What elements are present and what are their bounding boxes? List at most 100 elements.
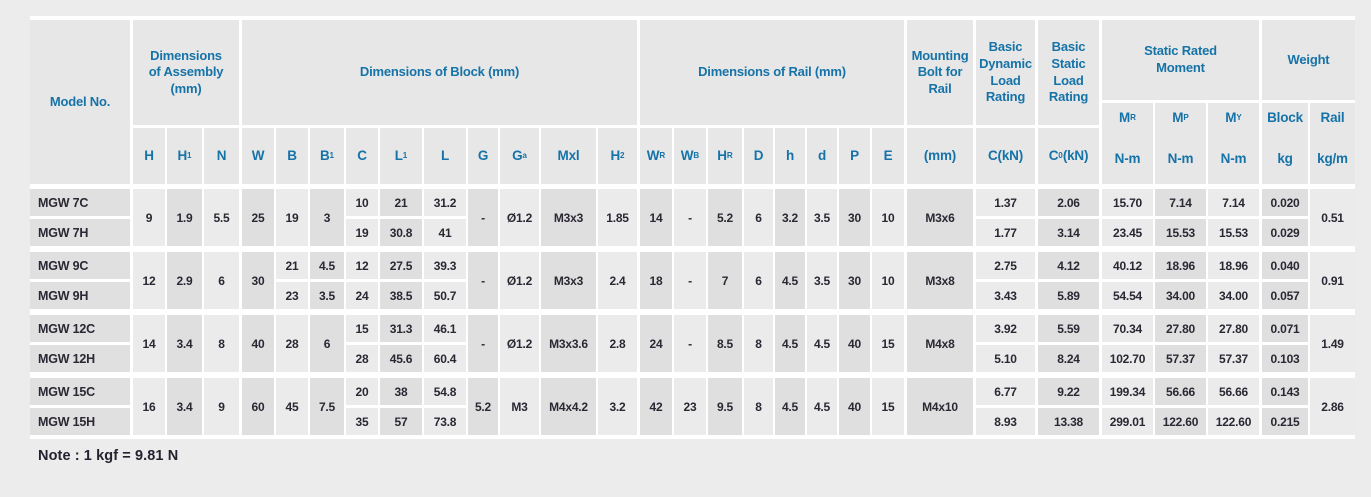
cell-mgw-9-n: 6 bbox=[204, 252, 239, 309]
cell-mgw-7c-l1: 21 bbox=[380, 189, 422, 216]
cell-mgw-7c-my: 7.14 bbox=[1208, 189, 1259, 216]
cell-mgw-12c-mp: 27.80 bbox=[1155, 315, 1206, 342]
cell-mgw-9c-mp: 18.96 bbox=[1155, 252, 1206, 279]
cell-mgw-7c-mp: 7.14 bbox=[1155, 189, 1206, 216]
cell-mgw-9h-my: 34.00 bbox=[1208, 282, 1259, 309]
cell-mgw-12-ga: Ø1.2 bbox=[500, 315, 539, 372]
cell-mgw-9c-my: 18.96 bbox=[1208, 252, 1259, 279]
cell-mgw-9h-mr: 54.54 bbox=[1102, 282, 1153, 309]
cell-mgw-7h-c0: 3.14 bbox=[1038, 219, 1099, 246]
header-col-mxl: Mxl bbox=[541, 128, 596, 184]
header-col-e: E bbox=[872, 128, 904, 184]
cell-mgw-12h-my: 57.37 bbox=[1208, 345, 1259, 372]
cell-mgw-15c-block: 0.143 bbox=[1262, 378, 1308, 405]
cell-mgw-7h-c: 19 bbox=[346, 219, 378, 246]
cell-mgw-7-g: - bbox=[468, 189, 498, 246]
header-col-cdyn: C(kN) bbox=[976, 128, 1035, 184]
header-col-my: M Y N-m bbox=[1208, 103, 1259, 184]
cell-mgw-7-h2: 1.85 bbox=[598, 189, 637, 246]
cell-mgw-9-ga: Ø1.2 bbox=[500, 252, 539, 309]
cell-mgw-9c-c0: 4.12 bbox=[1038, 252, 1099, 279]
cell-mgw-15c-mr: 199.34 bbox=[1102, 378, 1153, 405]
cell-mgw-9h-block: 0.057 bbox=[1262, 282, 1308, 309]
cell-mgw-9-d: 3.5 bbox=[807, 252, 837, 309]
cell-mgw-15h-c: 35 bbox=[346, 408, 378, 435]
cell-mgw-12h-block: 0.103 bbox=[1262, 345, 1308, 372]
cell-mgw-9c-model: MGW 9C bbox=[30, 252, 130, 279]
cell-mgw-15h-c0: 13.38 bbox=[1038, 408, 1099, 435]
cell-mgw-15-rail: 2.86 bbox=[1310, 378, 1355, 435]
header-col-block: Block kg bbox=[1262, 103, 1308, 184]
cell-mgw-9-p: 30 bbox=[839, 252, 870, 309]
cell-mgw-15-d: 8 bbox=[744, 378, 773, 435]
header-col-g: G bbox=[468, 128, 498, 184]
cell-mgw-7-rail: 0.51 bbox=[1310, 189, 1355, 246]
cell-mgw-7h-block: 0.029 bbox=[1262, 219, 1308, 246]
cell-mgw-9h-l: 50.7 bbox=[424, 282, 466, 309]
cell-mgw-9-e: 10 bbox=[872, 252, 904, 309]
header-col-h: H bbox=[133, 128, 165, 184]
cell-mgw-9h-model: MGW 9H bbox=[30, 282, 130, 309]
cell-mgw-15c-cdyn: 6.77 bbox=[976, 378, 1035, 405]
cell-mgw-9-rail: 0.91 bbox=[1310, 252, 1355, 309]
header-col-c: C bbox=[346, 128, 378, 184]
cell-mgw-12-wr: 24 bbox=[640, 315, 672, 372]
cell-mgw-9h-l1: 38.5 bbox=[380, 282, 422, 309]
cell-mgw-12-bolt: M4x8 bbox=[907, 315, 973, 372]
cell-mgw-7-p: 30 bbox=[839, 189, 870, 246]
header-group-assembly: Dimensions of Assembly (mm) bbox=[133, 20, 239, 125]
cell-mgw-15c-mp: 56.66 bbox=[1155, 378, 1206, 405]
cell-mgw-15-mxl: M4x4.2 bbox=[541, 378, 596, 435]
cell-mgw-12-b: 28 bbox=[276, 315, 308, 372]
cell-mgw-9c-b1: 4.5 bbox=[310, 252, 344, 279]
cell-mgw-7h-cdyn: 1.77 bbox=[976, 219, 1035, 246]
cell-mgw-9-bolt: M3x8 bbox=[907, 252, 973, 309]
cell-mgw-15c-c0: 9.22 bbox=[1038, 378, 1099, 405]
header-group-weight: Weight bbox=[1262, 20, 1355, 100]
cell-mgw-7-b1: 3 bbox=[310, 189, 344, 246]
cell-mgw-7c-model: MGW 7C bbox=[30, 189, 130, 216]
cell-mgw-12-h: 14 bbox=[133, 315, 165, 372]
cell-mgw-12h-cdyn: 5.10 bbox=[976, 345, 1035, 372]
cell-mgw-12c-c: 15 bbox=[346, 315, 378, 342]
cell-mgw-12-h2: 2.8 bbox=[598, 315, 637, 372]
cell-mgw-12-h1: 3.4 bbox=[167, 315, 202, 372]
cell-mgw-12-n: 8 bbox=[204, 315, 239, 372]
cell-mgw-7c-c: 10 bbox=[346, 189, 378, 216]
cell-mgw-12c-block: 0.071 bbox=[1262, 315, 1308, 342]
cell-mgw-12-wb: - bbox=[674, 315, 706, 372]
header-col-w: W bbox=[242, 128, 274, 184]
footnote: Note : 1 kgf = 9.81 N bbox=[38, 448, 179, 464]
cell-mgw-7h-l: 41 bbox=[424, 219, 466, 246]
cell-mgw-15-p: 40 bbox=[839, 378, 870, 435]
cell-mgw-7-h: 9 bbox=[133, 189, 165, 246]
cell-mgw-9-h2: 2.4 bbox=[598, 252, 637, 309]
cell-mgw-9-w: 30 bbox=[242, 252, 274, 309]
cell-mgw-12-g: - bbox=[468, 315, 498, 372]
cell-mgw-7-d: 6 bbox=[744, 189, 773, 246]
cell-mgw-15-n: 9 bbox=[204, 378, 239, 435]
header-col-l: L bbox=[424, 128, 466, 184]
cell-mgw-9h-cdyn: 3.43 bbox=[976, 282, 1035, 309]
cell-mgw-7-w: 25 bbox=[242, 189, 274, 246]
cell-mgw-15h-model: MGW 15H bbox=[30, 408, 130, 435]
cell-mgw-15c-model: MGW 15C bbox=[30, 378, 130, 405]
cell-mgw-15-h: 4.5 bbox=[775, 378, 805, 435]
cell-mgw-15c-my: 56.66 bbox=[1208, 378, 1259, 405]
cell-mgw-12-hr: 8.5 bbox=[708, 315, 742, 372]
cell-mgw-15-w: 60 bbox=[242, 378, 274, 435]
cell-mgw-9c-b: 21 bbox=[276, 252, 308, 279]
cell-mgw-9c-block: 0.040 bbox=[1262, 252, 1308, 279]
cell-mgw-9-h: 12 bbox=[133, 252, 165, 309]
cell-mgw-15-h2: 3.2 bbox=[598, 378, 637, 435]
cell-mgw-7-n: 5.5 bbox=[204, 189, 239, 246]
cell-mgw-12-w: 40 bbox=[242, 315, 274, 372]
cell-mgw-15-wb: 23 bbox=[674, 378, 706, 435]
cell-mgw-9c-l1: 27.5 bbox=[380, 252, 422, 279]
header-col-rail: Rail kg/m bbox=[1310, 103, 1355, 184]
